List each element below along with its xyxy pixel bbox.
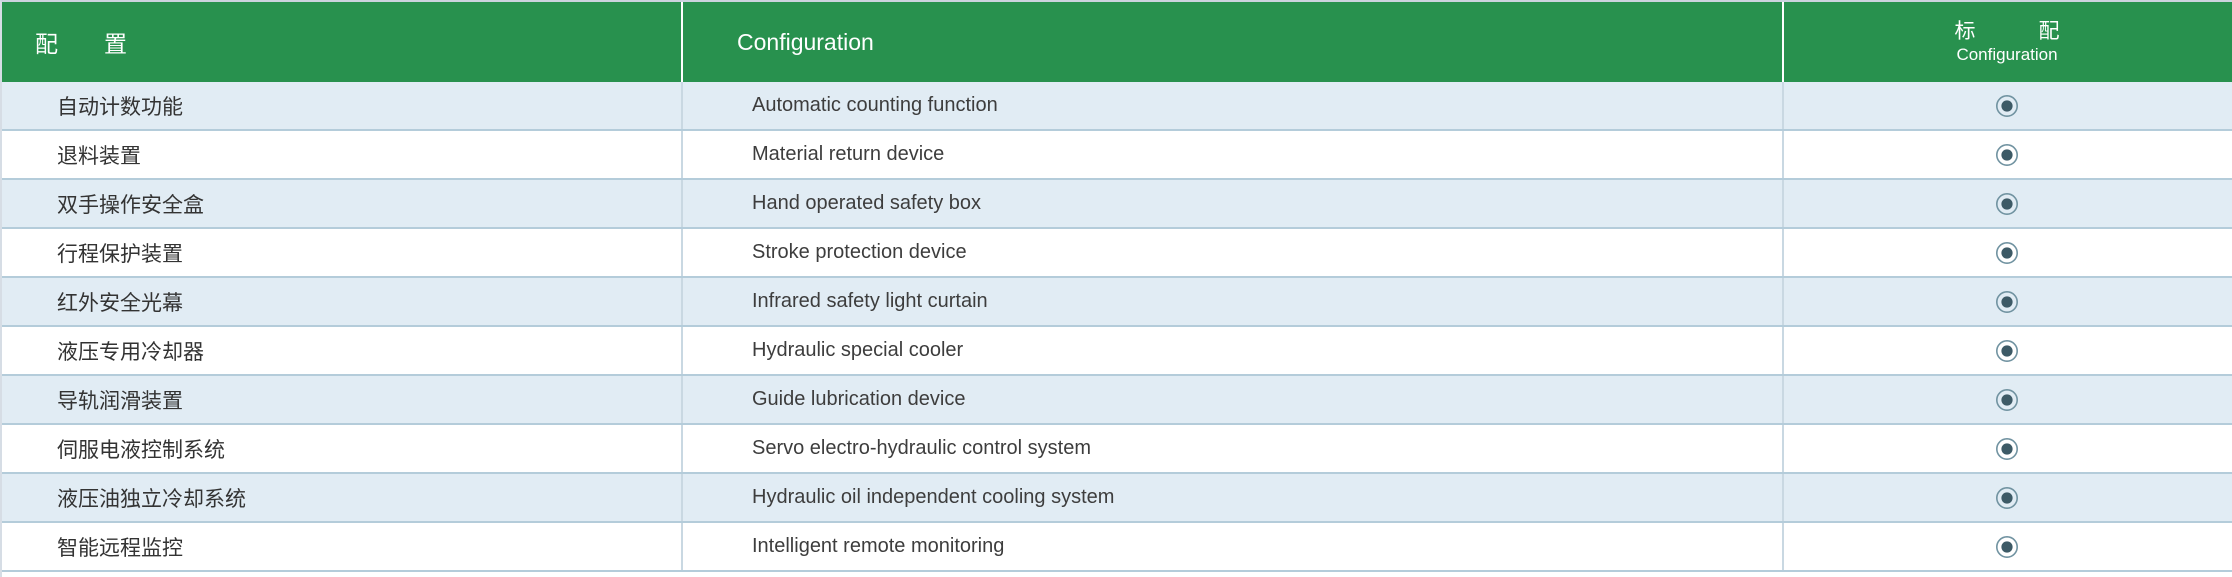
table-row: 自动计数功能 Automatic counting function xyxy=(2,82,2232,131)
table-row: 伺服电液控制系统 Servo electro-hydraulic control… xyxy=(2,425,2232,474)
standard-cell xyxy=(1784,474,2230,521)
standard-cell xyxy=(1784,131,2230,178)
table-row: 液压油独立冷却系统 Hydraulic oil independent cool… xyxy=(2,474,2232,523)
config-name-en: Material return device xyxy=(683,131,1784,178)
table-row: 液压专用冷却器 Hydraulic special cooler xyxy=(2,327,2232,376)
table-row: 行程保护装置 Stroke protection device xyxy=(2,229,2232,278)
config-name-zh: 退料装置 xyxy=(2,131,683,178)
table-row: 红外安全光幕 Infrared safety light curtain xyxy=(2,278,2232,327)
config-name-en: Servo electro-hydraulic control system xyxy=(683,425,1784,472)
standard-cell xyxy=(1784,425,2230,472)
standard-cell xyxy=(1784,327,2230,374)
standard-cell xyxy=(1784,278,2230,325)
table-row: 智能远程监控 Intelligent remote monitoring xyxy=(2,523,2232,572)
header-standard-en: Configuration xyxy=(1956,45,2058,64)
header-standard-zh: 标 配 xyxy=(1954,20,2060,43)
config-name-en: Hand operated safety box xyxy=(683,180,1784,227)
config-name-zh: 伺服电液控制系统 xyxy=(2,425,683,472)
table-row: 退料装置 Material return device xyxy=(2,131,2232,180)
radio-selected-icon xyxy=(1996,192,2018,215)
config-name-zh: 液压专用冷却器 xyxy=(2,327,683,374)
config-name-en: Hydraulic special cooler xyxy=(683,327,1784,374)
config-name-en: Automatic counting function xyxy=(683,82,1784,129)
config-name-zh: 导轨润滑装置 xyxy=(2,376,683,423)
config-name-zh: 红外安全光幕 xyxy=(2,278,683,325)
config-name-zh: 液压油独立冷却系统 xyxy=(2,474,683,521)
header-standard-configuration: 标 配 Configuration xyxy=(1784,2,2230,82)
standard-cell xyxy=(1784,376,2230,423)
standard-cell xyxy=(1784,82,2230,129)
radio-selected-icon xyxy=(1996,339,2018,362)
radio-selected-icon xyxy=(1996,241,2018,264)
standard-cell xyxy=(1784,180,2230,227)
radio-selected-icon xyxy=(1996,388,2018,411)
config-name-zh: 智能远程监控 xyxy=(2,523,683,570)
config-name-en: Stroke protection device xyxy=(683,229,1784,276)
radio-selected-icon xyxy=(1996,535,2018,558)
config-name-en: Intelligent remote monitoring xyxy=(683,523,1784,570)
radio-selected-icon xyxy=(1996,94,2018,117)
table-header-row: 配 置 Configuration 标 配 Configuration xyxy=(2,2,2232,82)
table-row: 导轨润滑装置 Guide lubrication device xyxy=(2,376,2232,425)
header-configuration-zh: 配 置 xyxy=(2,2,683,82)
config-name-zh: 双手操作安全盒 xyxy=(2,180,683,227)
config-name-en: Infrared safety light curtain xyxy=(683,278,1784,325)
radio-selected-icon xyxy=(1996,486,2018,509)
standard-cell xyxy=(1784,229,2230,276)
radio-selected-icon xyxy=(1996,290,2018,313)
config-name-en: Guide lubrication device xyxy=(683,376,1784,423)
table-row: 双手操作安全盒 Hand operated safety box xyxy=(2,180,2232,229)
radio-selected-icon xyxy=(1996,143,2018,166)
config-name-en: Hydraulic oil independent cooling system xyxy=(683,474,1784,521)
config-name-zh: 自动计数功能 xyxy=(2,82,683,129)
radio-selected-icon xyxy=(1996,437,2018,460)
config-name-zh: 行程保护装置 xyxy=(2,229,683,276)
standard-cell xyxy=(1784,523,2230,570)
header-configuration-en: Configuration xyxy=(683,2,1784,82)
